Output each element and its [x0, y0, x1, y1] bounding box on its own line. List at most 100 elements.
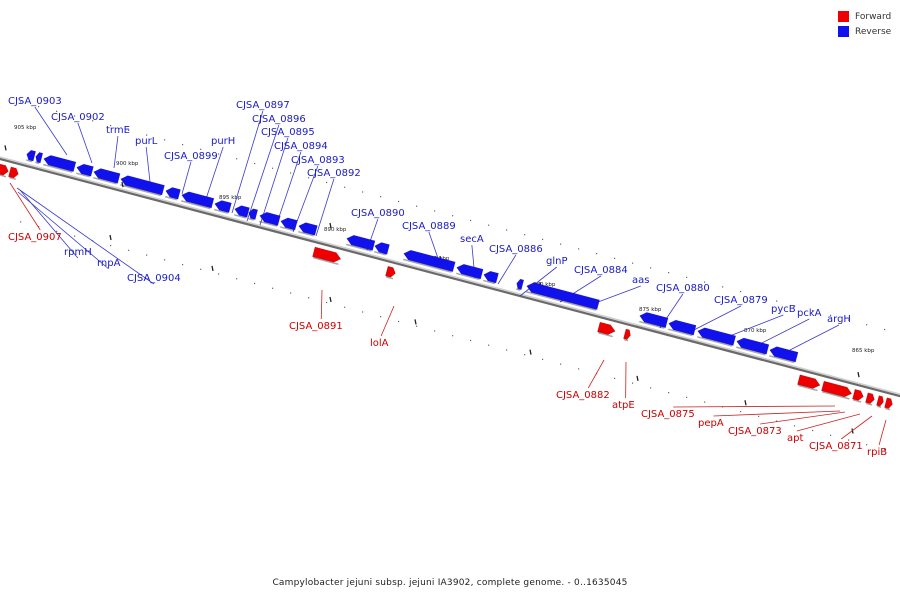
reverse-gene-arrow-shadow [234, 214, 247, 219]
reverse-gene-arrow-shadow [76, 172, 90, 178]
guide-dot [524, 234, 526, 236]
guide-dot [146, 254, 148, 256]
gene-callout [259, 137, 289, 226]
reverse-gene-arrow [483, 270, 499, 285]
forward-gene-arrow [597, 321, 616, 338]
gene-callout [145, 146, 151, 183]
gene-label: CJSA_0903 [8, 96, 62, 107]
reverse-gene-arrow-shadow [93, 176, 117, 185]
reverse-gene-arrow [214, 200, 232, 214]
gene-label: secA [460, 234, 484, 245]
reverse-gene-arrow-shadow [697, 336, 733, 347]
reverse-gene-arrow-shadow [26, 159, 33, 163]
legend-item-forward: Forward [838, 9, 891, 24]
gene-label: pepA [698, 418, 724, 429]
gene-callout [380, 305, 395, 337]
forward-gene-arrow-body [821, 380, 853, 398]
gene-label: CJSA_0897 [236, 100, 290, 111]
guide-dot [452, 335, 454, 337]
forward-gene-arrow-body [597, 321, 616, 335]
forward-gene-arrow [865, 392, 875, 406]
gene-label: rpiB [867, 447, 887, 458]
gene-callout [587, 359, 605, 389]
guide-dot [398, 200, 400, 203]
guide-dot [344, 306, 346, 308]
guide-dot [416, 205, 418, 207]
guide-dot [470, 219, 472, 222]
reverse-gene-arrow-shadow [374, 251, 387, 256]
gene-callout [34, 106, 68, 156]
guide-dot [488, 344, 490, 346]
reverse-gene-arrow [76, 163, 94, 178]
reverse-gene-arrow-body [639, 312, 669, 329]
gene-label: aas [632, 275, 649, 286]
tick-label: 870 kbp [744, 328, 767, 334]
gene-label: CJSA_0899 [164, 151, 218, 162]
forward-gene-arrow [385, 265, 396, 280]
guide-dot [128, 129, 130, 131]
guide-dot [560, 363, 562, 365]
gene-label: CJSA_0891 [289, 321, 343, 332]
scale-dash [109, 234, 112, 241]
reverse-gene-arrow-body [456, 263, 484, 280]
forward-gene-arrow [8, 166, 19, 181]
gene-label: CJSA_0886 [489, 244, 543, 255]
forward-gene-arrow-body [312, 246, 342, 263]
gene-callout [320, 289, 323, 320]
reverse-gene-arrow [374, 242, 390, 256]
guide-dot [668, 272, 670, 274]
gene-callout [19, 189, 79, 259]
guide-dot [632, 262, 634, 264]
guide-dot [452, 215, 454, 217]
forward-gene-arrow-shadow [598, 332, 613, 338]
forward-gene-arrow-shadow [822, 391, 850, 400]
reverse-gene-arrow-body [43, 155, 77, 172]
forward-gene-arrow-body [623, 328, 631, 340]
forward-swatch [838, 11, 849, 22]
guide-dot [704, 401, 706, 403]
guide-dot [308, 177, 310, 179]
gene-callout [9, 182, 41, 231]
guide-dot [110, 244, 112, 247]
gene-label: argH [827, 314, 851, 325]
scale-dash [329, 296, 332, 303]
forward-gene-arrow-shadow [853, 399, 862, 403]
forward-gene-arrow [623, 328, 631, 342]
forward-gene-arrow-body [0, 163, 9, 176]
guide-dot [146, 134, 148, 136]
guide-dot [740, 290, 742, 293]
guide-dot [560, 243, 562, 245]
gene-label: apt [787, 433, 803, 444]
guide-dot [290, 292, 292, 294]
reverse-gene-arrow-shadow [639, 320, 665, 329]
reverse-gene-arrow [259, 212, 281, 227]
forward-gene-arrow-shadow [624, 338, 629, 342]
guide-dot [794, 305, 796, 307]
reverse-gene-arrow-body [483, 270, 499, 284]
guide-dot [506, 349, 508, 351]
reverse-gene-arrow-shadow [248, 217, 255, 221]
forward-gene-arrow [852, 388, 864, 403]
guide-dot [470, 339, 472, 342]
reverse-gene-arrow-shadow [736, 346, 766, 356]
guide-dot [344, 186, 346, 188]
gene-label: purH [211, 136, 235, 147]
tick-label: 880 kbp [533, 282, 556, 288]
guide-dot [830, 434, 832, 436]
reverse-gene-arrow-shadow [403, 258, 452, 273]
guide-dot [38, 226, 40, 228]
forward-gene-arrow-body [852, 388, 864, 401]
genome-backbone [0, 156, 900, 398]
guide-dot [758, 295, 760, 297]
reverse-gene-arrow-shadow [43, 163, 73, 173]
guide-dot [776, 420, 778, 422]
backbone-highlight [0, 156, 900, 395]
reverse-gene-arrow [298, 222, 318, 237]
guide-dot [20, 221, 22, 223]
gene-label: pckA [797, 308, 822, 319]
tick-label: 875 kbp [639, 307, 662, 313]
reverse-gene-arrow-shadow [456, 272, 480, 281]
reverse-gene-arrow-body [234, 205, 250, 218]
forward-gene-arrow-shadow [313, 256, 339, 266]
